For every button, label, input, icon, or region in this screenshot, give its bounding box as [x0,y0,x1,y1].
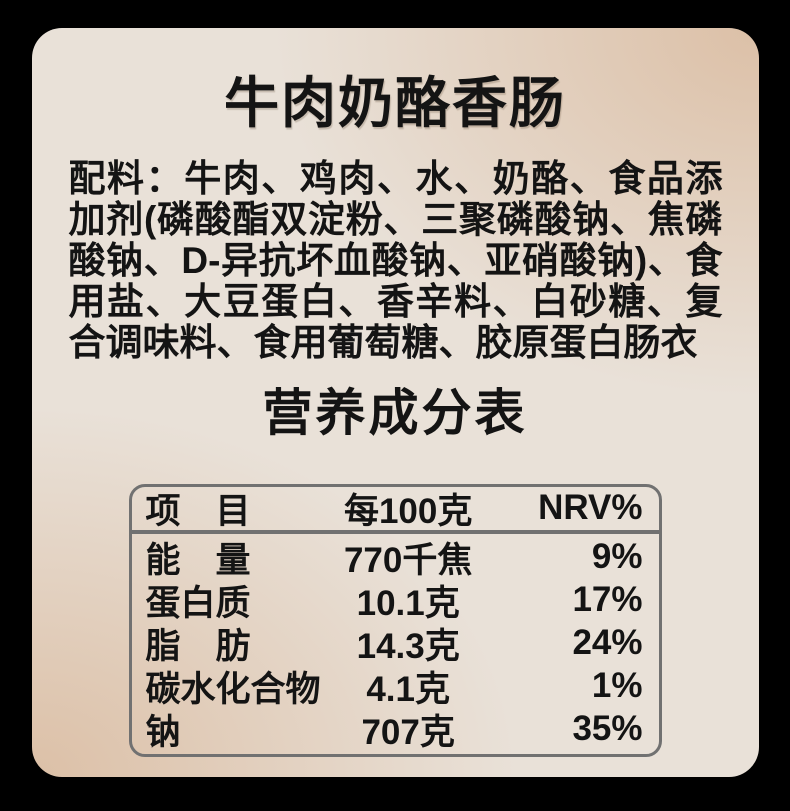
row-per-100g-value: 770千焦 [343,540,473,580]
table-row-sodium: 钠 707克 35% [132,708,659,752]
table-row-carbohydrate: 碳水化合物 4.1克 1% [132,665,659,709]
column-header-nrv: NRV% [538,488,643,527]
ingredients-text: 牛肉、鸡肉、水、奶酪、食品添加剂(磷酸酯双淀粉、三聚磷酸钠、焦磷酸钠、D-异抗坏… [68,158,723,363]
row-nrv-value: 24% [572,623,643,662]
row-nrv-value: 9% [591,537,643,576]
nutrition-table-header-row: 项 目 每100克 NRV% [131,487,659,534]
nutrition-facts-title: 营养成分表 [262,385,528,441]
table-row-protein: 蛋白质 10.1克 17% [132,579,659,623]
row-per-100g-value: 707克 [361,712,455,752]
column-header-per-100g: 每100克 [343,491,473,531]
row-per-100g-value: 4.1克 [366,669,450,709]
row-item-name: 能 量 [145,540,251,580]
row-per-100g-value: 10.1克 [356,583,460,623]
column-header-item: 项 目 [145,491,251,531]
ingredients-paragraph: 配料：牛肉、鸡肉、水、奶酪、食品添加剂(磷酸酯双淀粉、三聚磷酸钠、焦磷酸钠、D-… [69,158,723,363]
row-item-name: 钠 [145,712,181,752]
row-nrv-value: 17% [572,580,643,619]
product-title: 牛肉奶酪香肠 [223,72,566,134]
nutrition-table: 项 目 每100克 NRV% 能 量 770千焦 9% 蛋白质 10.1克 17… [128,483,662,757]
table-row-fat: 脂 肪 14.3克 24% [132,622,659,666]
table-row-energy: 能 量 770千焦 9% [132,536,659,580]
row-per-100g-value: 14.3克 [356,626,460,666]
row-item-name: 碳水化合物 [145,669,321,709]
row-nrv-value: 35% [572,709,643,748]
row-item-name: 脂 肪 [145,626,251,666]
ingredients-label: 配料： [68,158,185,199]
label-card: 牛肉奶酪香肠 配料：牛肉、鸡肉、水、奶酪、食品添加剂(磷酸酯双淀粉、三聚磷酸钠、… [31,28,759,777]
row-nrv-value: 1% [591,666,643,705]
nutrition-table-body: 能 量 770千焦 9% 蛋白质 10.1克 17% 脂 肪 14.3克 24%… [132,534,659,754]
row-item-name: 蛋白质 [145,583,251,623]
